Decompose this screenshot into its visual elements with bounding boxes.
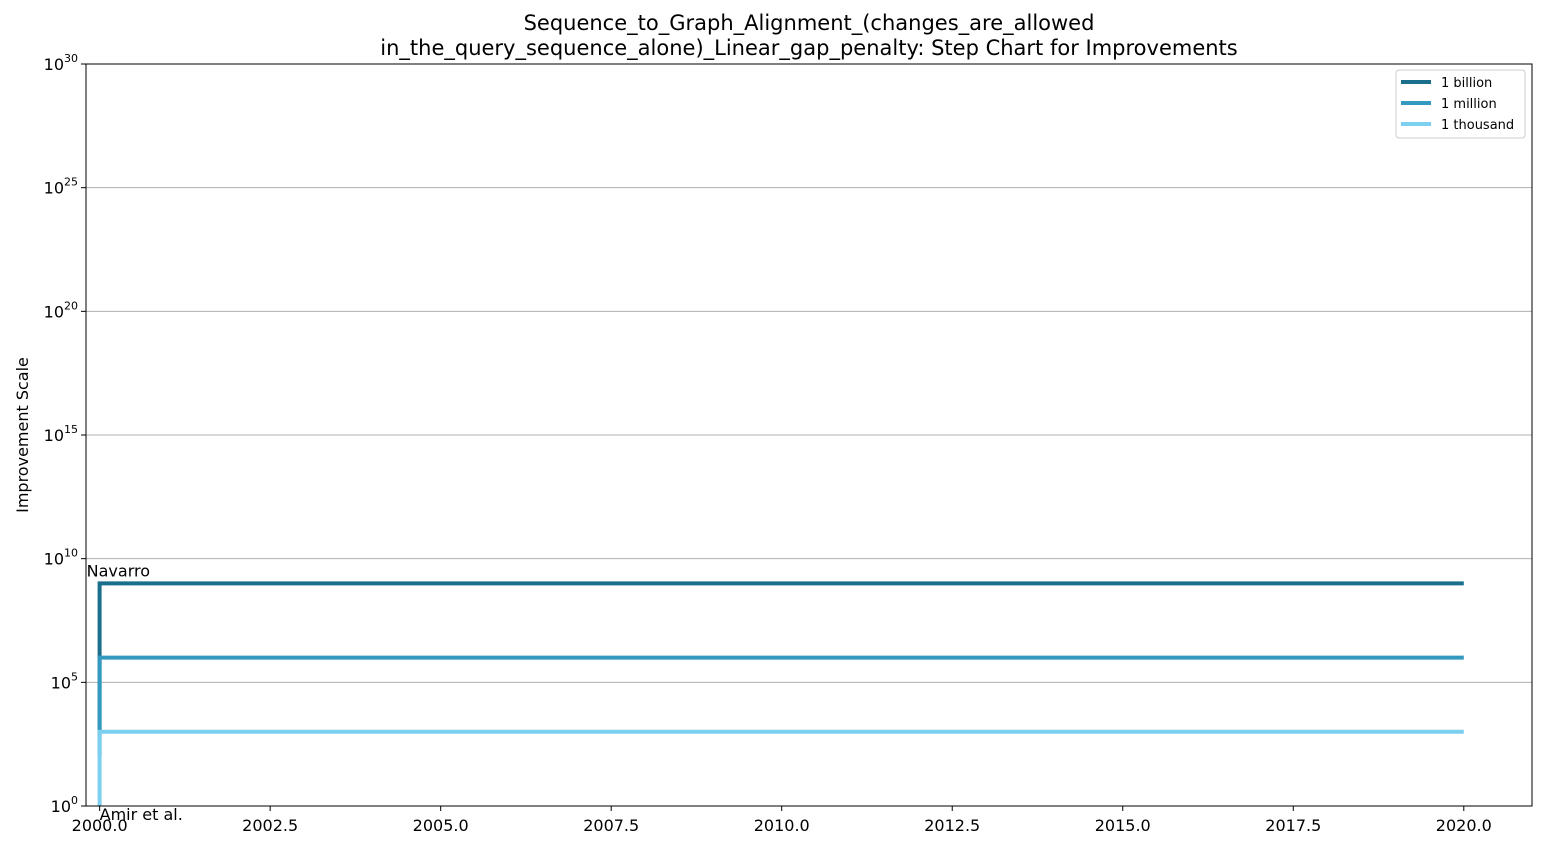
legend-label: 1 thousand: [1441, 118, 1514, 133]
x-tick-label: 2002.5: [242, 816, 298, 835]
legend-label: 1 million: [1441, 97, 1497, 112]
legend: 1 billion 1 million 1 thousand: [1395, 69, 1526, 139]
annotations: Navarro Amir et al.: [87, 561, 183, 824]
y-axis-ticks: 100 105 1010 1015 1020 1025 1030: [44, 52, 86, 816]
x-tick-label: 2012.5: [924, 816, 980, 835]
series-layer: [97, 581, 1464, 806]
y-tick-label: 100: [51, 794, 78, 816]
y-tick-label: 1030: [44, 52, 78, 74]
legend-label: 1 billion: [1441, 76, 1492, 91]
y-tick-label: 105: [51, 670, 78, 692]
y-tick-label: 1010: [44, 547, 78, 569]
x-axis-ticks: 2000.0 2002.5 2005.0 2007.5 2010.0 2012.5 2015…: [72, 806, 1492, 835]
x-tick-label: 2020.0: [1436, 816, 1492, 835]
x-tick-label: 2005.0: [413, 816, 469, 835]
series-line: [97, 655, 1464, 757]
chart-title-line-1: Sequence_to_Graph_Alignment_(changes_are…: [524, 11, 1095, 36]
series-line: [97, 729, 1464, 806]
chart-title-line-2: in_the_query_sequence_alone)_Linear_gap_…: [380, 36, 1237, 61]
x-tick-label: 2010.0: [754, 816, 810, 835]
y-tick-label: 1015: [44, 423, 78, 445]
annotation-label: Navarro: [87, 561, 150, 580]
y-tick-label: 1020: [44, 299, 78, 321]
x-tick-label: 2007.5: [583, 816, 639, 835]
x-tick-label: 2015.0: [1095, 816, 1151, 835]
y-axis-label: Improvement Scale: [13, 357, 32, 513]
annotation-label: Amir et al.: [100, 805, 183, 824]
y-tick-label: 1025: [44, 176, 78, 198]
x-tick-label: 2017.5: [1265, 816, 1321, 835]
x-tick-label: 2000.0: [72, 816, 128, 835]
legend-box: [1395, 69, 1526, 139]
